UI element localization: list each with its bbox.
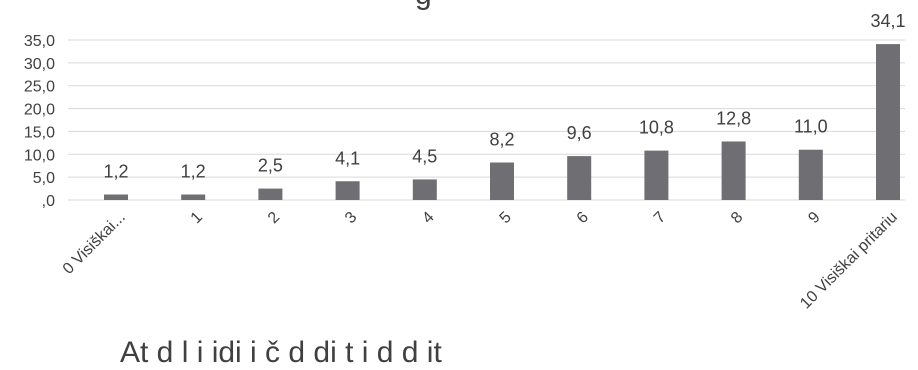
category-label: 7 — [651, 209, 669, 227]
bar — [104, 194, 128, 200]
y-tick-label: 35,0 — [24, 33, 55, 50]
bar — [721, 141, 746, 200]
category-labels: 0 Visiškai... 1 2 3 4 5 6 7 8 910 Visiškai pritar… — [60, 209, 901, 313]
y-tick-label: 10,0 — [24, 147, 55, 164]
data-label: 1,2 — [181, 162, 206, 182]
bar — [412, 179, 437, 200]
bars — [104, 44, 900, 200]
bar — [567, 156, 592, 200]
data-label: 2,5 — [258, 156, 283, 176]
data-label: 4,1 — [335, 148, 360, 168]
chart-title-fragment: g — [415, 0, 432, 12]
category-label: 8 — [728, 209, 746, 227]
y-tick-label: 15,0 — [24, 124, 55, 141]
category-label: 6 — [574, 209, 592, 227]
y-tick-label: 25,0 — [24, 79, 55, 96]
data-label: 10,8 — [639, 118, 674, 138]
category-label: 1 — [188, 209, 206, 227]
bar — [335, 181, 360, 200]
y-axis-ticks: ,0 5,0 10,0 15,0 20,0 25,0 30,0 35,0 — [24, 33, 55, 210]
category-label: 5 — [497, 209, 515, 227]
chart-caption-fragment: At d l i idi i č d di t i d d it — [120, 336, 442, 369]
category-label: 3 — [342, 209, 360, 227]
category-label: 4 — [419, 209, 437, 227]
y-tick-label: ,0 — [42, 193, 55, 210]
category-label: 0 Visiškai... — [60, 209, 129, 278]
gridlines — [68, 39, 905, 201]
bar — [644, 150, 669, 200]
category-label: 9 — [805, 209, 823, 227]
category-label: 2 — [265, 209, 283, 227]
y-tick-label: 30,0 — [24, 56, 55, 73]
bar — [876, 44, 900, 200]
data-label: 12,8 — [716, 108, 751, 128]
data-label: 34,1 — [870, 11, 905, 31]
category-label: 10 Visiškai pritariu — [797, 209, 901, 313]
data-labels: 1,2 1,2 2,5 4,1 4,5 8,2 9,6 10,8 12,8 11,0 34,1 — [103, 11, 905, 181]
y-tick-label: 5,0 — [33, 170, 55, 187]
data-label: 4,5 — [412, 146, 437, 166]
bar — [181, 194, 206, 200]
data-label: 11,0 — [794, 117, 828, 137]
bar — [258, 188, 283, 200]
data-label: 1,2 — [103, 162, 128, 182]
bar — [490, 162, 514, 200]
bar-chart: ,0 5,0 10,0 15,0 20,0 25,0 30,0 35,0 1,2 1,2 2,5 4… — [24, 11, 906, 313]
bar — [798, 149, 823, 200]
data-label: 8,2 — [489, 130, 514, 150]
data-label: 9,6 — [567, 123, 592, 143]
y-tick-label: 20,0 — [24, 102, 55, 119]
